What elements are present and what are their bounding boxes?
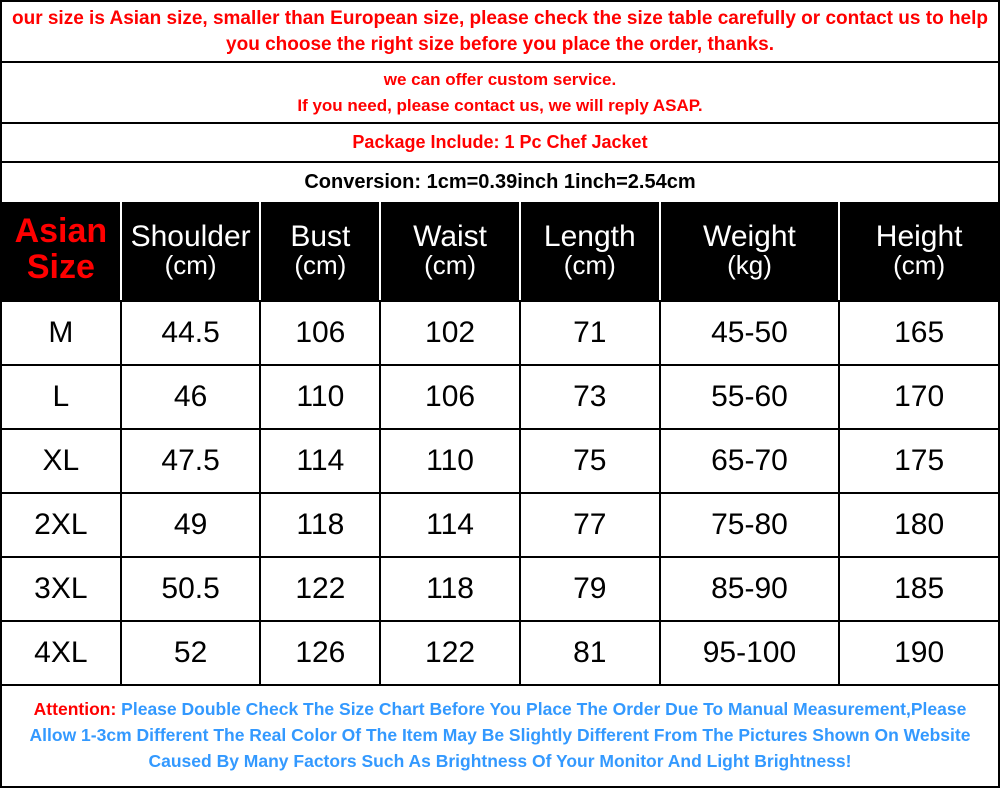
cell-size: XL: [1, 429, 121, 493]
header-bust-label: Bust: [290, 220, 350, 253]
size-chart-wrapper: our size is Asian size, smaller than Eur…: [0, 0, 1000, 788]
cell-shoulder: 50.5: [121, 557, 261, 621]
header-waist: Waist (cm): [380, 203, 520, 300]
header-row: Asian Size Shoulder (cm) Bust (cm) Waist…: [1, 203, 999, 300]
cell-weight: 85-90: [660, 557, 840, 621]
header-weight-label: Weight: [703, 220, 796, 253]
notice-conversion: Conversion: 1cm=0.39inch 1inch=2.54cm: [0, 161, 1000, 202]
cell-waist: 102: [380, 301, 520, 365]
header-weight-unit: (kg): [665, 251, 835, 280]
header-waist-label: Waist: [413, 220, 487, 253]
header-weight: Weight (kg): [660, 203, 840, 300]
size-table-body: M44.51061027145-50165L461101067355-60170…: [1, 301, 999, 685]
cell-bust: 122: [260, 557, 380, 621]
cell-length: 81: [520, 621, 660, 685]
cell-height: 180: [839, 493, 999, 557]
header-height-label: Height: [876, 220, 963, 253]
cell-waist: 118: [380, 557, 520, 621]
attention-label: Attention:: [34, 699, 117, 719]
cell-size: M: [1, 301, 121, 365]
table-row: L461101067355-60170: [1, 365, 999, 429]
cell-shoulder: 44.5: [121, 301, 261, 365]
cell-size: L: [1, 365, 121, 429]
header-waist-unit: (cm): [385, 251, 515, 280]
header-height: Height (cm): [839, 203, 999, 300]
cell-size: 3XL: [1, 557, 121, 621]
cell-bust: 118: [260, 493, 380, 557]
cell-height: 175: [839, 429, 999, 493]
header-shoulder: Shoulder (cm): [121, 203, 261, 300]
notice-custom-line1: we can offer custom service.: [384, 70, 616, 89]
header-bust-unit: (cm): [265, 251, 375, 280]
cell-waist: 110: [380, 429, 520, 493]
cell-waist: 122: [380, 621, 520, 685]
cell-height: 170: [839, 365, 999, 429]
cell-shoulder: 47.5: [121, 429, 261, 493]
table-row: 3XL50.51221187985-90185: [1, 557, 999, 621]
cell-length: 73: [520, 365, 660, 429]
cell-bust: 114: [260, 429, 380, 493]
header-length: Length (cm): [520, 203, 660, 300]
header-shoulder-unit: (cm): [126, 251, 256, 280]
notice-package: Package Include: 1 Pc Chef Jacket: [0, 122, 1000, 161]
attention-notice: Attention: Please Double Check The Size …: [0, 686, 1000, 788]
header-shoulder-label: Shoulder: [131, 220, 251, 253]
header-asian-size: Asian Size: [1, 203, 121, 300]
table-row: XL47.51141107565-70175: [1, 429, 999, 493]
cell-height: 190: [839, 621, 999, 685]
cell-length: 77: [520, 493, 660, 557]
header-asian-l2: Size: [27, 248, 95, 286]
cell-shoulder: 52: [121, 621, 261, 685]
cell-size: 4XL: [1, 621, 121, 685]
cell-height: 185: [839, 557, 999, 621]
size-table: Asian Size Shoulder (cm) Bust (cm) Waist…: [0, 202, 1000, 685]
table-row: 2XL491181147775-80180: [1, 493, 999, 557]
cell-weight: 95-100: [660, 621, 840, 685]
notice-asian-size: our size is Asian size, smaller than Eur…: [0, 0, 1000, 61]
cell-length: 75: [520, 429, 660, 493]
header-asian-l1: Asian: [15, 212, 108, 250]
header-height-unit: (cm): [844, 251, 994, 280]
cell-weight: 55-60: [660, 365, 840, 429]
cell-shoulder: 49: [121, 493, 261, 557]
table-row: 4XL521261228195-100190: [1, 621, 999, 685]
notice-custom-line2: If you need, please contact us, we will …: [297, 96, 702, 115]
cell-bust: 110: [260, 365, 380, 429]
attention-text: Please Double Check The Size Chart Befor…: [30, 699, 971, 772]
cell-size: 2XL: [1, 493, 121, 557]
table-row: M44.51061027145-50165: [1, 301, 999, 365]
cell-length: 79: [520, 557, 660, 621]
cell-height: 165: [839, 301, 999, 365]
cell-bust: 106: [260, 301, 380, 365]
cell-waist: 106: [380, 365, 520, 429]
cell-weight: 75-80: [660, 493, 840, 557]
cell-bust: 126: [260, 621, 380, 685]
header-length-label: Length: [544, 220, 636, 253]
header-length-unit: (cm): [525, 251, 655, 280]
header-bust: Bust (cm): [260, 203, 380, 300]
cell-weight: 65-70: [660, 429, 840, 493]
cell-waist: 114: [380, 493, 520, 557]
cell-weight: 45-50: [660, 301, 840, 365]
cell-length: 71: [520, 301, 660, 365]
cell-shoulder: 46: [121, 365, 261, 429]
size-table-head: Asian Size Shoulder (cm) Bust (cm) Waist…: [1, 203, 999, 300]
notice-custom-service: we can offer custom service. If you need…: [0, 61, 1000, 122]
